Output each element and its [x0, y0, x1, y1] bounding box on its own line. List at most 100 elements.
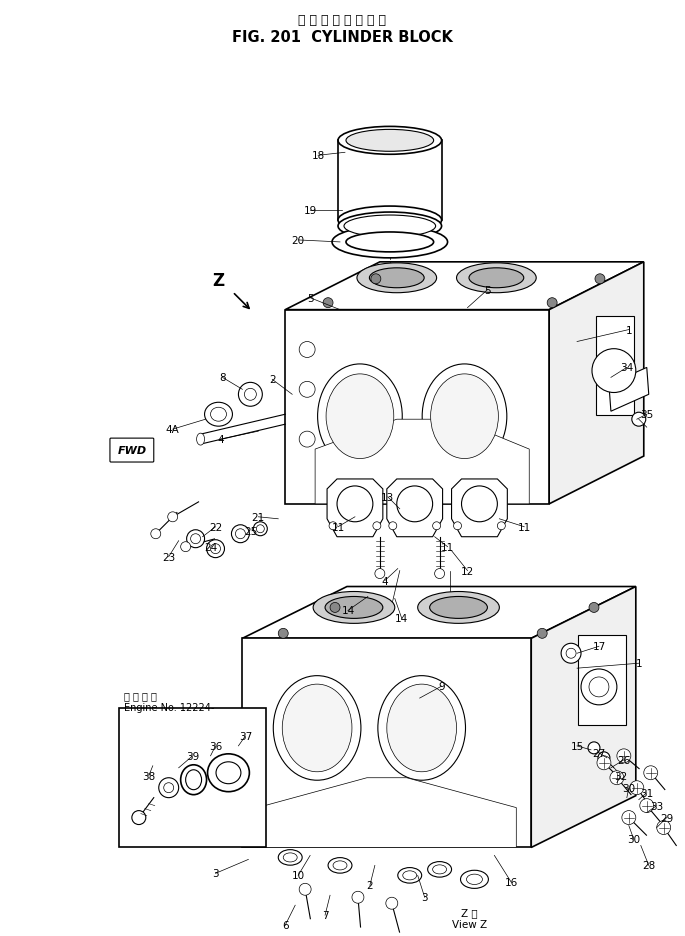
- Ellipse shape: [333, 861, 347, 870]
- Ellipse shape: [181, 765, 207, 795]
- Ellipse shape: [378, 676, 466, 781]
- Ellipse shape: [427, 862, 451, 877]
- Ellipse shape: [418, 592, 499, 623]
- Circle shape: [373, 522, 381, 530]
- Text: 22: 22: [209, 522, 222, 533]
- Text: FWD: FWD: [117, 446, 147, 456]
- Circle shape: [610, 771, 624, 785]
- Circle shape: [566, 649, 576, 659]
- Circle shape: [159, 778, 179, 797]
- Circle shape: [598, 752, 610, 764]
- Polygon shape: [532, 587, 636, 847]
- Polygon shape: [285, 311, 549, 505]
- Text: 18: 18: [312, 151, 325, 161]
- Circle shape: [592, 349, 636, 393]
- Polygon shape: [242, 638, 532, 847]
- Text: 35: 35: [640, 410, 653, 419]
- Circle shape: [168, 512, 177, 522]
- Text: 8: 8: [219, 373, 226, 383]
- Text: Z: Z: [212, 271, 225, 289]
- Text: 29: 29: [660, 812, 673, 823]
- Text: 4: 4: [382, 576, 388, 586]
- Text: 1: 1: [625, 325, 632, 335]
- Circle shape: [371, 274, 381, 285]
- Polygon shape: [242, 587, 636, 638]
- Ellipse shape: [346, 233, 434, 253]
- Circle shape: [581, 669, 617, 705]
- Ellipse shape: [337, 487, 373, 522]
- Circle shape: [190, 534, 201, 544]
- Polygon shape: [315, 419, 530, 505]
- Ellipse shape: [197, 433, 205, 446]
- Circle shape: [632, 413, 646, 427]
- Circle shape: [323, 299, 333, 308]
- Ellipse shape: [326, 374, 394, 459]
- Ellipse shape: [338, 207, 442, 235]
- Text: 33: 33: [650, 801, 663, 811]
- Ellipse shape: [216, 762, 241, 783]
- Text: 27: 27: [593, 748, 606, 758]
- Ellipse shape: [332, 227, 447, 258]
- Ellipse shape: [460, 870, 488, 888]
- Text: 31: 31: [640, 788, 653, 797]
- Circle shape: [375, 569, 385, 579]
- Ellipse shape: [283, 853, 297, 862]
- Text: 1: 1: [636, 659, 642, 668]
- Polygon shape: [609, 368, 649, 412]
- Ellipse shape: [462, 487, 497, 522]
- Circle shape: [561, 644, 581, 664]
- Polygon shape: [285, 263, 644, 311]
- Circle shape: [210, 544, 221, 554]
- Circle shape: [352, 891, 364, 903]
- Ellipse shape: [346, 130, 434, 153]
- Circle shape: [630, 781, 644, 795]
- Ellipse shape: [357, 264, 436, 293]
- Circle shape: [389, 522, 397, 530]
- Circle shape: [537, 629, 547, 638]
- Circle shape: [434, 569, 445, 579]
- Text: 30: 30: [627, 835, 640, 844]
- Ellipse shape: [344, 216, 436, 238]
- Ellipse shape: [387, 684, 456, 772]
- Text: 11: 11: [332, 522, 345, 533]
- Ellipse shape: [205, 402, 232, 427]
- Circle shape: [186, 530, 205, 548]
- Ellipse shape: [422, 364, 507, 469]
- Text: 11: 11: [441, 542, 454, 552]
- Text: 21: 21: [251, 512, 265, 522]
- Circle shape: [253, 522, 267, 536]
- Circle shape: [151, 529, 161, 539]
- Text: 12: 12: [461, 566, 474, 576]
- Bar: [119, 709, 266, 847]
- Circle shape: [299, 884, 311, 896]
- Circle shape: [238, 383, 262, 407]
- Text: 28: 28: [642, 860, 656, 870]
- Ellipse shape: [431, 374, 499, 459]
- Circle shape: [640, 798, 653, 812]
- Circle shape: [595, 274, 605, 285]
- Text: 37: 37: [239, 731, 252, 741]
- Ellipse shape: [338, 127, 442, 155]
- Circle shape: [617, 749, 631, 763]
- Circle shape: [207, 540, 225, 558]
- Circle shape: [588, 742, 600, 754]
- Polygon shape: [387, 479, 443, 537]
- Circle shape: [164, 782, 174, 793]
- Text: 19: 19: [303, 206, 316, 216]
- Text: 14: 14: [395, 614, 408, 623]
- Text: 20: 20: [292, 236, 305, 245]
- Circle shape: [245, 388, 256, 401]
- Circle shape: [622, 811, 636, 825]
- Text: 3: 3: [212, 869, 219, 878]
- Polygon shape: [258, 778, 516, 847]
- Text: 7: 7: [322, 910, 328, 920]
- Circle shape: [453, 522, 462, 530]
- Text: 11: 11: [518, 522, 531, 533]
- Ellipse shape: [313, 592, 395, 623]
- Text: 4A: 4A: [166, 425, 179, 434]
- Ellipse shape: [403, 870, 416, 880]
- Polygon shape: [451, 479, 508, 537]
- Ellipse shape: [273, 676, 361, 781]
- Circle shape: [132, 811, 146, 825]
- Circle shape: [232, 525, 249, 543]
